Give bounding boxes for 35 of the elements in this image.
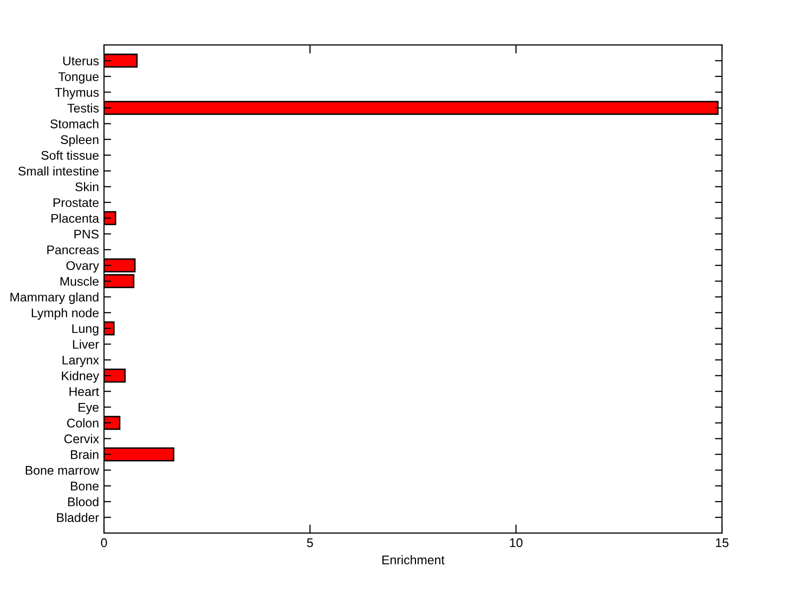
y-tick-label: Uterus	[63, 56, 99, 66]
y-tick-label: Bone	[70, 482, 99, 491]
y-tick-label: Kidney	[62, 371, 100, 383]
x-tick-label: 10	[510, 538, 522, 548]
x-tick-label: 0	[101, 538, 107, 548]
y-tick-label: Small intestine	[18, 166, 99, 176]
y-tick-label: Prostate	[54, 198, 99, 208]
x-tick-label: 5	[307, 538, 313, 548]
y-tick-label: Liver	[73, 340, 99, 349]
x-tick-label: 15	[716, 538, 728, 548]
y-tick-label: Stomach	[50, 119, 98, 128]
y-tick-label: Ovary	[66, 261, 100, 273]
y-tick-label: Tongue	[58, 72, 99, 84]
y-tick-label: Heart	[70, 387, 100, 396]
y-tick-label: Cervix	[64, 434, 100, 444]
y-tick-label: Testis	[67, 103, 99, 113]
y-tick-label: Mammary gland	[10, 292, 98, 304]
y-tick-label: PNS	[74, 230, 99, 239]
y-tick-label: Pancreas	[47, 246, 99, 254]
y-tick-label: Soft tissue	[41, 150, 99, 160]
y-tick-label: Placenta	[52, 214, 100, 223]
y-tick-label: Eye	[78, 403, 99, 414]
y-tick-label: Lymph node	[32, 308, 99, 320]
y-tick-label: Bone marrow	[26, 466, 100, 475]
y-tick-label: Muscle	[60, 276, 99, 286]
x-axis-title: Enrichment	[382, 555, 445, 564]
y-tick-label: Lung	[72, 324, 98, 336]
y-tick-label: Brain	[70, 450, 98, 460]
y-tick-label: Bladder	[57, 512, 99, 522]
y-tick-label: Spleen	[60, 134, 98, 147]
y-tick-label: Thymus	[54, 88, 99, 100]
y-tick-label: Skin	[75, 182, 98, 192]
y-tick-label: Larynx	[62, 356, 100, 368]
y-tick-label: Colon	[67, 418, 98, 428]
y-tick-label: Blood	[68, 497, 98, 506]
